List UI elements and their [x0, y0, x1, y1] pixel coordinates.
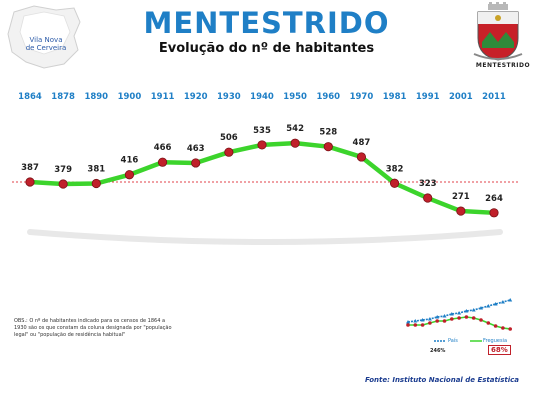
inset-country-marker — [435, 315, 440, 319]
x-tick-label: 1960 — [316, 92, 340, 102]
inset-country-marker — [486, 304, 491, 308]
x-tick-label: 1864 — [18, 92, 42, 102]
data-point — [124, 170, 135, 180]
inset-country-marker — [471, 308, 476, 312]
observation-note: OBS.: O nº de habitantes indicado para o… — [14, 318, 172, 338]
inset-parish-marker — [450, 317, 454, 321]
inset-parish-marker — [413, 323, 418, 327]
chart-subtitle: Evolução do nº de habitantes — [158, 41, 375, 56]
inset-country-marker — [500, 300, 505, 304]
data-label: 542 — [286, 124, 304, 134]
data-point — [356, 152, 367, 162]
data-point — [456, 206, 466, 216]
x-tick-label: 1890 — [84, 92, 108, 102]
data-label: 382 — [386, 164, 404, 174]
inset-country-marker — [479, 306, 483, 310]
inset-country-marker — [508, 298, 513, 302]
data-point — [25, 177, 35, 187]
inset-parish-marker — [501, 326, 505, 330]
municipality-name-line2: de Cerveira — [25, 44, 67, 52]
series-line — [27, 140, 497, 216]
data-label: 379 — [54, 165, 72, 175]
data-point — [423, 193, 433, 203]
inset-legend-parish: Freguesia — [483, 338, 508, 344]
data-label: 535 — [253, 126, 271, 136]
inset-parish-marker — [435, 319, 439, 323]
municipality-map-icon — [7, 5, 81, 69]
inset-parish-marker — [406, 323, 410, 327]
x-tick-label: 1981 — [383, 92, 407, 102]
data-point — [91, 178, 101, 189]
inset-parish-marker — [486, 321, 491, 325]
data-point — [389, 178, 400, 188]
data-label: 463 — [187, 144, 205, 154]
crest-label: MENTESTRIDO — [475, 62, 531, 69]
chart-shadow — [27, 229, 503, 245]
inset-parish-marker — [442, 319, 447, 323]
data-point — [290, 138, 300, 148]
inset-country-marker — [464, 309, 469, 313]
inset-country-marker — [413, 319, 418, 323]
coat-of-arms-icon — [473, 2, 523, 61]
data-point — [489, 208, 499, 218]
inset-country-marker — [420, 318, 425, 322]
inset-legend-country: País — [448, 338, 458, 344]
data-label: 264 — [485, 194, 503, 204]
inset-country-marker — [493, 302, 498, 306]
data-label: 387 — [21, 163, 39, 173]
data-label: 381 — [87, 165, 105, 175]
page-title: MENTESTRIDO — [143, 6, 390, 40]
inset-value-country: 246% — [430, 348, 446, 354]
comparison-inset-chart — [406, 298, 513, 342]
x-tick-label: 1950 — [283, 92, 307, 102]
x-tick-label: 2001 — [449, 92, 473, 102]
x-tick-label: 1911 — [151, 92, 175, 102]
population-line-chart: 1864 1878 1890 1900 1911 1920 1930 1940 1950 1960… — [12, 92, 520, 245]
data-point — [191, 158, 201, 168]
inset-country-marker — [406, 320, 410, 324]
inset-value-parish: 68% — [488, 345, 511, 355]
x-tick-label: 1940 — [250, 92, 274, 102]
data-label: 323 — [419, 179, 437, 189]
x-tick-label: 1970 — [350, 92, 374, 102]
x-tick-label: 1920 — [184, 92, 208, 102]
data-point — [58, 179, 68, 189]
data-label: 487 — [353, 138, 371, 148]
x-tick-label: 2011 — [482, 92, 506, 102]
data-label: 416 — [121, 156, 139, 166]
data-label: 271 — [452, 192, 470, 202]
inset-parish-marker — [471, 316, 476, 320]
inset-parish-marker — [479, 318, 483, 322]
x-tick-label: 1930 — [217, 92, 241, 102]
x-tick-label: 1878 — [51, 92, 75, 102]
inset-parish-marker — [428, 321, 432, 325]
inset-country-marker — [457, 311, 462, 315]
data-label: 506 — [220, 133, 238, 143]
data-point — [323, 142, 333, 152]
data-point — [157, 157, 168, 167]
data-source: Fonte: Instituto Nacional de Estatística — [364, 376, 519, 384]
municipality-name-line1: Vila Nova — [29, 36, 63, 44]
data-label: 466 — [154, 143, 172, 153]
inset-parish-marker — [493, 324, 498, 328]
data-point — [224, 147, 234, 157]
x-tick-label: 1900 — [118, 92, 142, 102]
inset-country-marker — [427, 317, 432, 321]
data-point — [257, 140, 267, 150]
inset-parish-marker — [508, 327, 512, 331]
inset-parish-marker — [420, 323, 425, 327]
inset-country-marker — [442, 314, 447, 318]
inset-parish-marker — [464, 315, 469, 319]
data-label: 528 — [319, 128, 337, 138]
x-tick-label: 1991 — [416, 92, 440, 102]
inset-parish-marker — [457, 316, 461, 320]
inset-country-marker — [449, 312, 454, 316]
